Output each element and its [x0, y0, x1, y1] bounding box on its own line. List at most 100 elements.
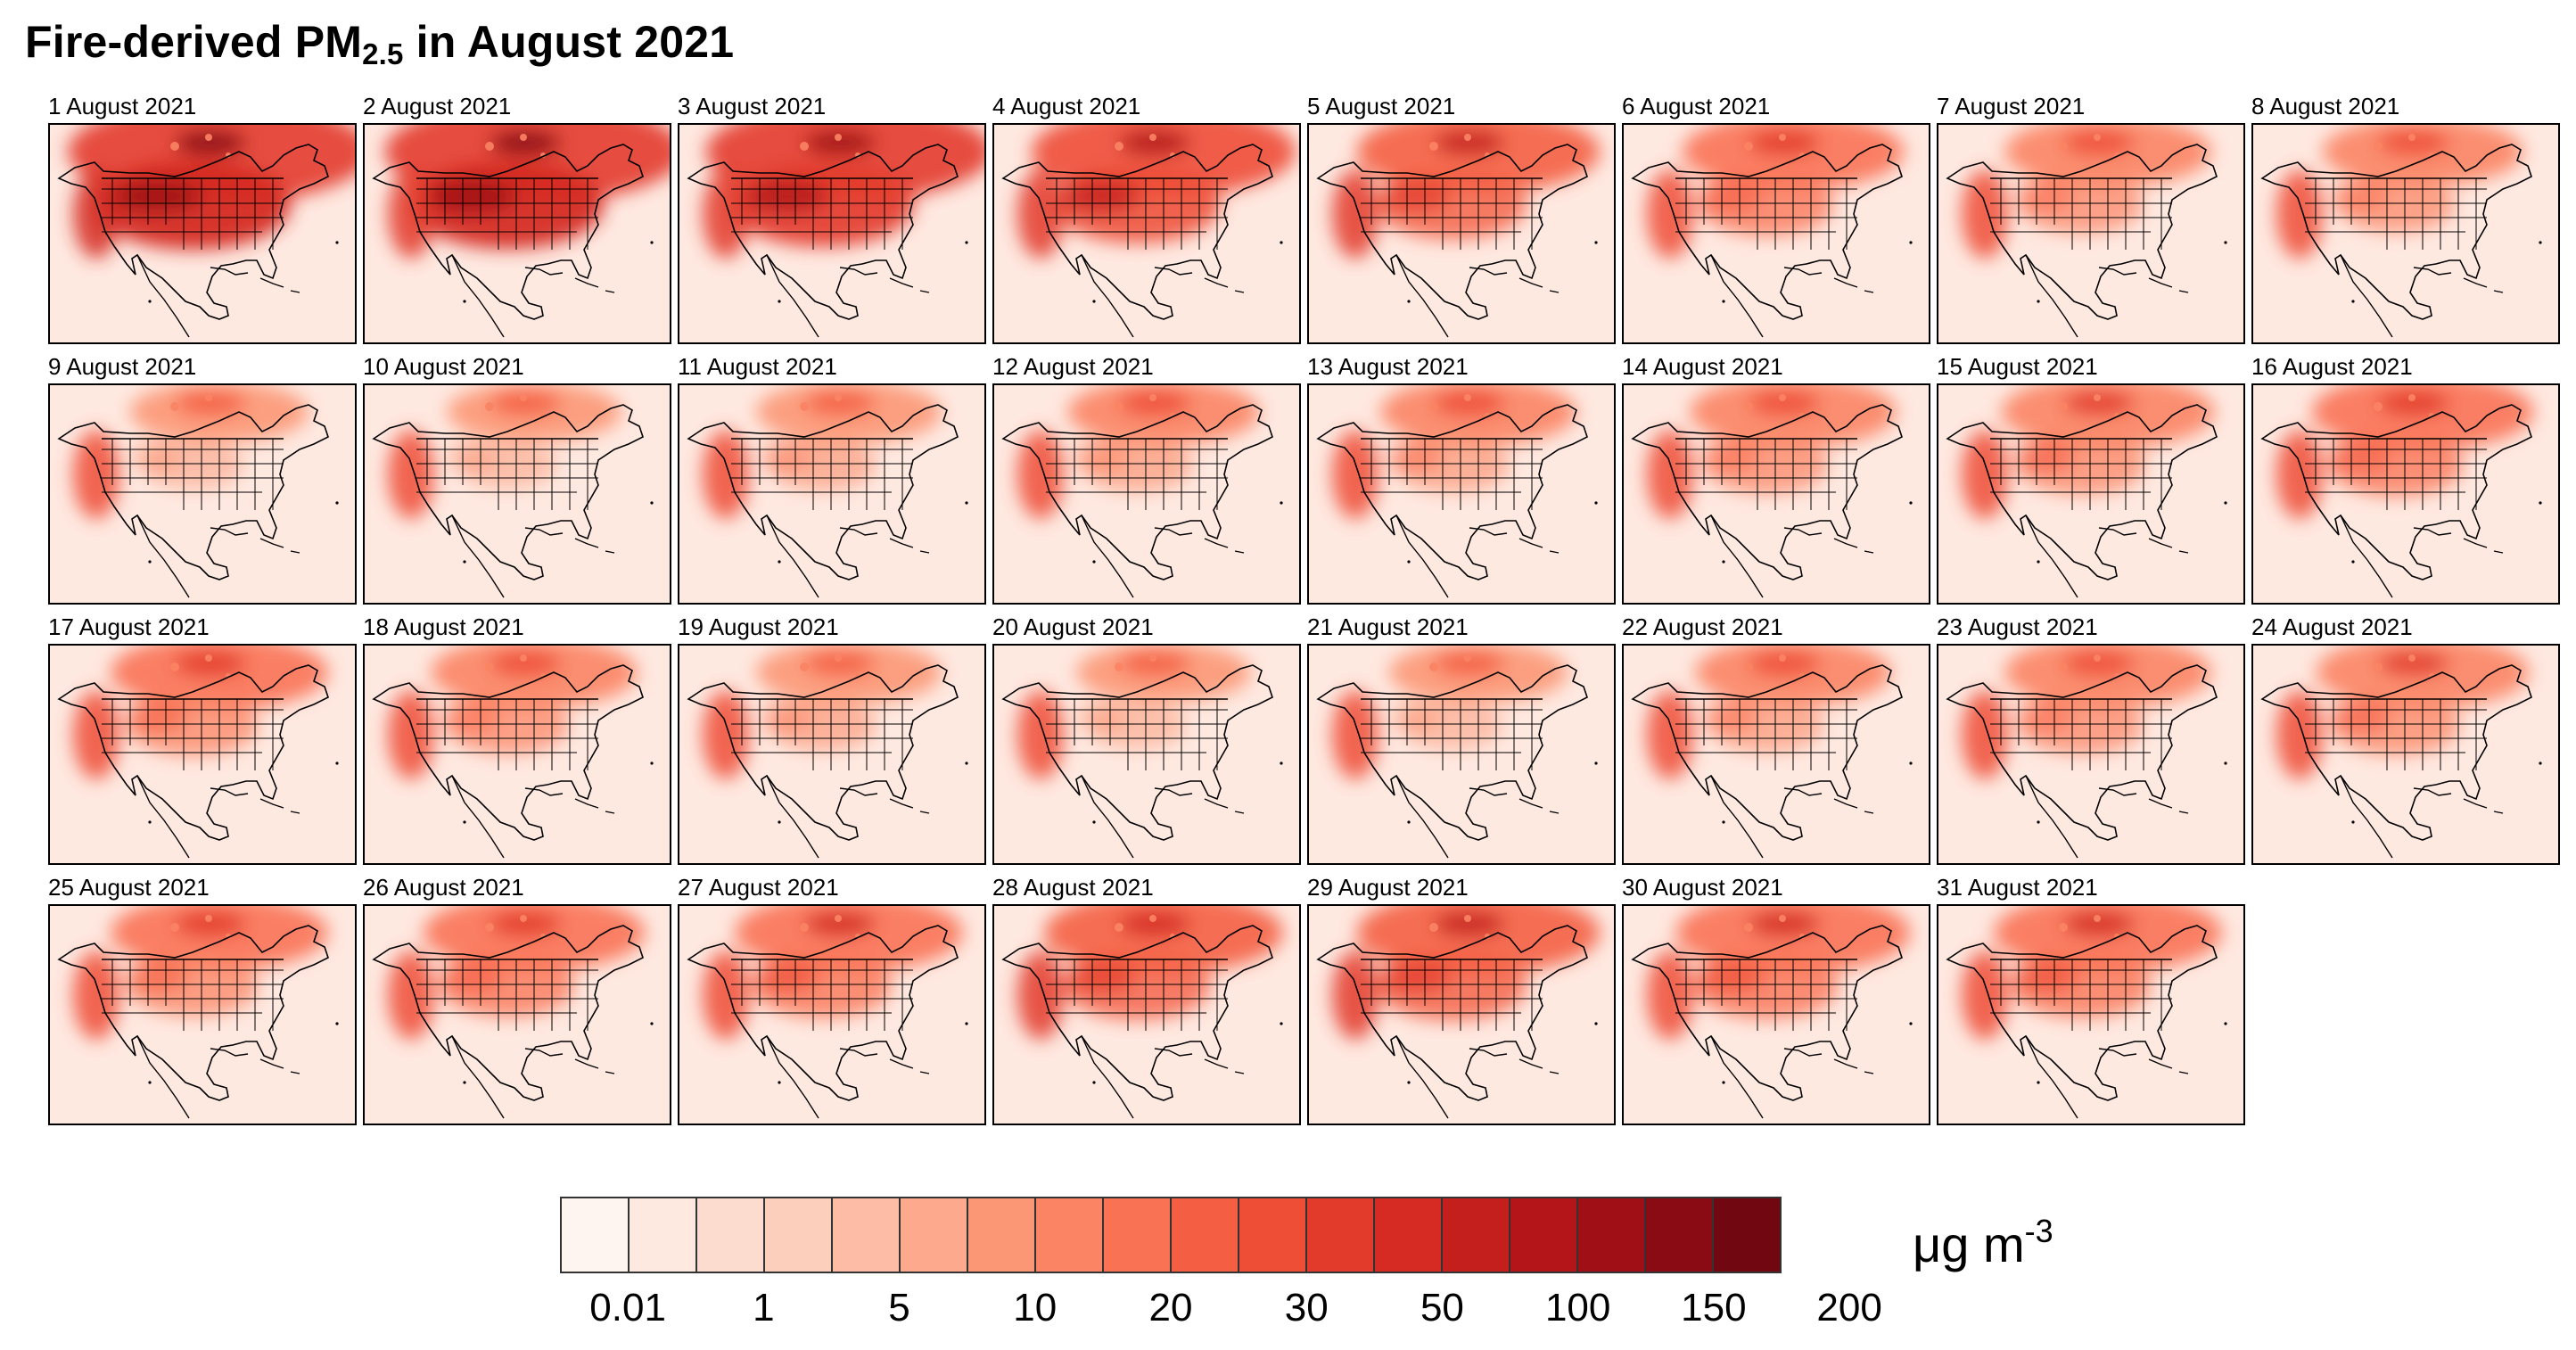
map-svg [994, 125, 1299, 342]
map-svg [994, 906, 1299, 1124]
map-svg [2253, 385, 2558, 603]
map-svg [1309, 646, 1614, 863]
pm25-map [1937, 123, 2245, 344]
pm25-map [1307, 383, 1616, 605]
panel-date-label: 26 August 2021 [363, 874, 524, 901]
panel-date-label: 10 August 2021 [363, 353, 524, 380]
panel-date-label: 23 August 2021 [1937, 613, 2098, 640]
pm25-map [1622, 383, 1930, 605]
pm25-map [48, 904, 357, 1125]
pm25-map [1307, 644, 1616, 865]
colorbar-unit: μg m-3 [1913, 1213, 2053, 1273]
colorbar-swatch [1104, 1198, 1172, 1272]
map-svg [50, 385, 355, 603]
map-svg [365, 646, 670, 863]
pm25-map [992, 123, 1301, 344]
colorbar-swatch [630, 1198, 697, 1272]
pm25-map [2251, 644, 2560, 865]
panel-date-label: 25 August 2021 [48, 874, 210, 901]
panel-date-label: 21 August 2021 [1307, 613, 1469, 640]
colorbar-tick-label: 1 [753, 1286, 775, 1329]
pm25-map [1307, 123, 1616, 344]
panel-date-label: 1 August 2021 [48, 93, 197, 119]
map-svg [1938, 125, 2243, 342]
panel-date-label: 18 August 2021 [363, 613, 524, 640]
map-svg [679, 385, 984, 603]
panel-date-label: 6 August 2021 [1622, 93, 1771, 119]
panel-date-label: 8 August 2021 [2251, 93, 2400, 119]
panel-date-label: 11 August 2021 [678, 353, 837, 380]
panel-date-label: 20 August 2021 [992, 613, 1154, 640]
panel-date-label: 13 August 2021 [1307, 353, 1469, 380]
pm25-map [678, 904, 986, 1125]
pm25-map [1937, 904, 2245, 1125]
figure-title: Fire-derived PM2.5 in August 2021 [25, 16, 734, 71]
panel-date-label: 31 August 2021 [1937, 874, 2098, 901]
panel-date-label: 9 August 2021 [48, 353, 197, 380]
colorbar-swatch [1510, 1198, 1578, 1272]
pm25-map [363, 904, 671, 1125]
map-svg [679, 125, 984, 342]
map-svg [1309, 125, 1614, 342]
title-tail: in August 2021 [403, 17, 735, 67]
title-subscript: 2.5 [362, 37, 404, 70]
pm25-map [1937, 644, 2245, 865]
panel-date-label: 16 August 2021 [2251, 353, 2413, 380]
colorbar-swatch [1578, 1198, 1646, 1272]
colorbar-tick-label: 10 [1013, 1286, 1058, 1329]
colorbar-tick-label: 20 [1148, 1286, 1193, 1329]
map-svg [365, 385, 670, 603]
map-svg [1938, 646, 2243, 863]
map-svg [1938, 906, 2243, 1124]
pm25-map [992, 383, 1301, 605]
map-svg [679, 646, 984, 863]
pm25-map [363, 383, 671, 605]
pm25-map [1622, 123, 1930, 344]
colorbar-swatch [765, 1198, 833, 1272]
colorbar-swatch [1375, 1198, 1443, 1272]
colorbar-swatch [1443, 1198, 1510, 1272]
pm25-map [678, 123, 986, 344]
colorbar-swatch [697, 1198, 765, 1272]
map-panel-grid: 1 August 2021 2 August 2021 3 August 202… [48, 93, 2560, 1125]
map-svg [50, 906, 355, 1124]
colorbar-swatch [1646, 1198, 1714, 1272]
pm25-map [678, 383, 986, 605]
map-svg [994, 385, 1299, 603]
pm25-map [1937, 383, 2245, 605]
pm25-map [363, 123, 671, 344]
colorbar-tick-label: 0.01 [589, 1286, 666, 1329]
pm25-map [1307, 904, 1616, 1125]
colorbar-tick-label: 50 [1420, 1286, 1464, 1329]
title-main: Fire-derived PM [25, 17, 363, 67]
map-svg [2253, 125, 2558, 342]
colorbar-tick-label: 200 [1816, 1286, 1882, 1329]
colorbar [560, 1197, 1782, 1273]
panel-date-label: 27 August 2021 [678, 874, 839, 901]
map-svg [1938, 385, 2243, 603]
panel-date-label: 2 August 2021 [363, 93, 512, 119]
pm25-map [678, 644, 986, 865]
colorbar-swatch [1307, 1198, 1375, 1272]
panel-date-label: 24 August 2021 [2251, 613, 2413, 640]
panel-date-label: 17 August 2021 [48, 613, 210, 640]
colorbar-swatch [1714, 1198, 1780, 1272]
pm25-map [2251, 123, 2560, 344]
pm25-map [363, 644, 671, 865]
colorbar-swatch [1036, 1198, 1104, 1272]
pm25-map [48, 383, 357, 605]
panel-date-label: 14 August 2021 [1622, 353, 1783, 380]
panel-date-label: 12 August 2021 [992, 353, 1154, 380]
panel-date-label: 29 August 2021 [1307, 874, 1469, 901]
panel-date-label: 22 August 2021 [1622, 613, 1783, 640]
panel-date-label: 15 August 2021 [1937, 353, 2098, 380]
pm25-map [48, 123, 357, 344]
map-svg [365, 125, 670, 342]
colorbar-swatch [968, 1198, 1036, 1272]
pm25-map [48, 644, 357, 865]
panel-date-label: 30 August 2021 [1622, 874, 1783, 901]
map-svg [1624, 646, 1929, 863]
panel-date-label: 4 August 2021 [992, 93, 1141, 119]
panel-date-label: 28 August 2021 [992, 874, 1154, 901]
map-svg [1309, 906, 1614, 1124]
